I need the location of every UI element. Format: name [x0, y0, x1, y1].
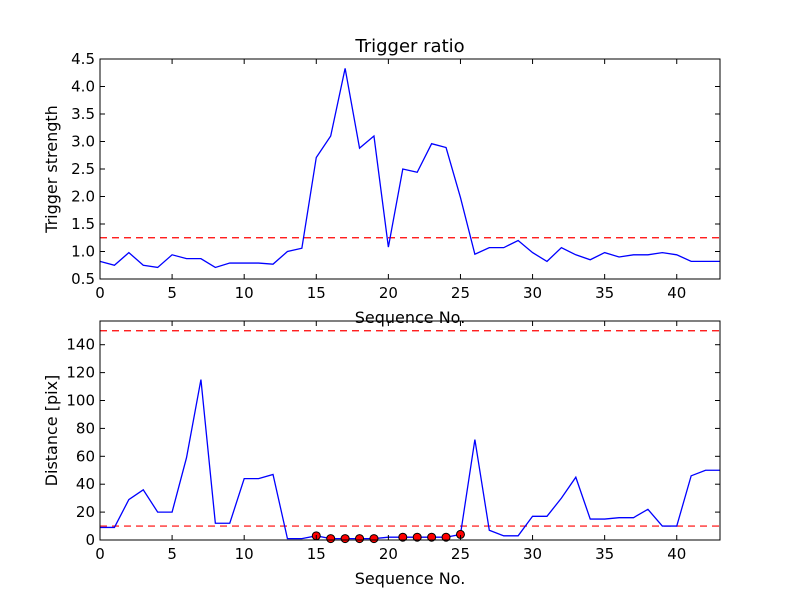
y-tick-label: 20	[76, 503, 95, 521]
x-tick-label: 0	[95, 545, 105, 563]
x-tick-label: 35	[595, 284, 614, 302]
x-tick-label: 15	[307, 545, 326, 563]
panel-2: 0 5 10 15 20 25 30 35 40 0 20 40 60 80 100 120 140 Sequen…	[42, 320, 721, 588]
chart-title: Trigger ratio	[354, 36, 464, 57]
data-marker	[369, 534, 379, 544]
y-tick-label: 100	[66, 392, 95, 410]
axes-frame	[99, 58, 721, 280]
y-tick-label: 140	[66, 336, 95, 354]
panel-1: 0 5 10 15 20 25 30 35 40 0.5 1.0 1.5 2.0 2.5 3.0 3.5 4.0…	[42, 36, 721, 327]
y-tick-label: 1.0	[71, 243, 95, 261]
x-tick-label: 25	[451, 545, 470, 563]
y-axis-label: Distance [pix]	[42, 375, 61, 487]
data-marker	[340, 534, 350, 544]
x-axis-label: Sequence No.	[355, 308, 466, 327]
x-tick-label: 40	[667, 545, 686, 563]
data-marker	[326, 534, 336, 544]
x-tick-label: 30	[523, 545, 542, 563]
y-tick-label: 40	[76, 475, 95, 493]
y-tick-label: 0	[85, 531, 95, 549]
x-tick-label: 10	[235, 545, 254, 563]
x-tick-label: 5	[167, 545, 177, 563]
data-marker	[427, 532, 437, 542]
data-marker	[441, 532, 451, 542]
x-tick-label: 15	[307, 284, 326, 302]
y-tick-label: 120	[66, 364, 95, 382]
y-tick-label: 0.5	[71, 270, 95, 288]
y-tick-label: 2.5	[71, 160, 95, 178]
x-tick-label: 20	[379, 545, 398, 563]
y-tick-label: 80	[76, 419, 95, 437]
x-tick-label: 20	[379, 284, 398, 302]
data-marker	[412, 532, 422, 542]
y-tick-label: 60	[76, 447, 95, 465]
x-axis-label: Sequence No.	[355, 569, 466, 588]
data-marker	[355, 534, 365, 544]
y-axis-label: Trigger strength	[42, 105, 61, 234]
x-tick-label: 40	[667, 284, 686, 302]
x-tick-label: 35	[595, 545, 614, 563]
series-line	[99, 68, 720, 269]
y-tick-label: 3.0	[71, 133, 95, 151]
y-tick-label: 3.5	[71, 105, 95, 123]
y-tick-label: 1.5	[71, 215, 95, 233]
x-tick-label: 30	[523, 284, 542, 302]
y-tick-label: 4.5	[71, 50, 95, 68]
y-tick-label: 2.0	[71, 188, 95, 206]
x-tick-label: 5	[167, 284, 177, 302]
series-line	[100, 379, 720, 540]
axes-frame	[99, 320, 721, 541]
y-tick-label: 4.0	[71, 78, 95, 96]
x-tick-label: 25	[451, 284, 470, 302]
data-marker	[398, 532, 408, 542]
x-tick-label: 10	[235, 284, 254, 302]
x-tick-label: 0	[95, 284, 105, 302]
